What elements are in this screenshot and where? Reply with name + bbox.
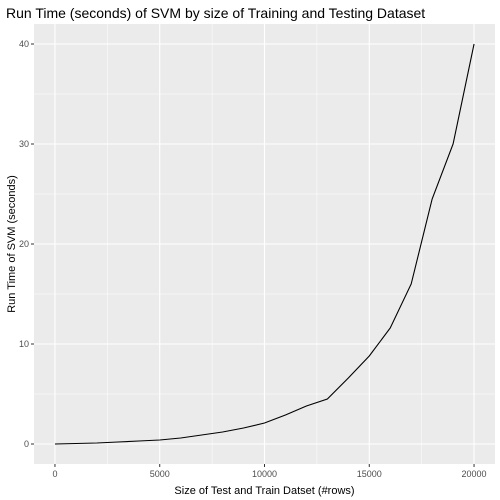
x-tick-label: 20000 — [462, 469, 487, 479]
x-tick-label: 15000 — [357, 469, 382, 479]
y-tick-label: 10 — [19, 339, 29, 349]
x-tick-label: 10000 — [252, 469, 277, 479]
x-tick-label: 5000 — [150, 469, 170, 479]
y-axis-title: Run Time of SVM (seconds) — [6, 175, 18, 313]
y-tick-label: 0 — [24, 439, 29, 449]
x-axis: 0 5000 10000 15000 20000 — [52, 464, 487, 479]
x-axis-title: Size of Test and Train Datset (#rows) — [174, 485, 354, 497]
chart-title: Run Time (seconds) of SVM by size of Tra… — [6, 5, 425, 21]
y-tick-label: 30 — [19, 139, 29, 149]
major-gridlines — [34, 24, 495, 464]
y-tick-label: 40 — [19, 39, 29, 49]
y-tick-label: 20 — [19, 239, 29, 249]
series-line — [54, 43, 475, 445]
x-tick-label: 0 — [52, 469, 57, 479]
y-axis: 0 10 20 30 40 — [19, 39, 34, 449]
